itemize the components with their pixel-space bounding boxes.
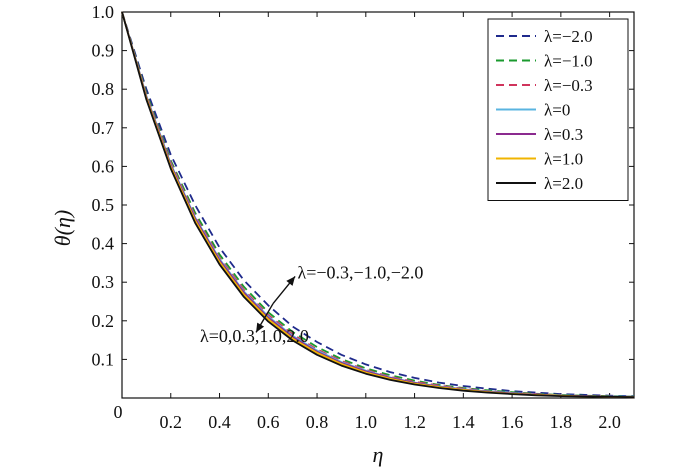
y-tick-label: 0.2 bbox=[92, 311, 115, 331]
x-axis-ticks: 0 0.2 0.4 0.6 0.8 1.0 1.2 1.4 1.6 1.8 2.0 bbox=[114, 12, 621, 432]
x-tick-label: 1.6 bbox=[501, 412, 524, 432]
annotations: λ=−0.3,−1.0,−2.0 λ=0,0.3,1.0,2.0 bbox=[200, 262, 423, 346]
y-tick-label: 0.4 bbox=[92, 234, 115, 254]
x-tick-label: 0.8 bbox=[306, 412, 329, 432]
y-tick-label: 0.9 bbox=[92, 41, 115, 61]
annotation-label: λ=−0.3,−1.0,−2.0 bbox=[298, 262, 424, 282]
legend-label: λ=2.0 bbox=[544, 174, 583, 193]
y-tick-label: 0.3 bbox=[92, 272, 115, 292]
y-tick-label: 0.7 bbox=[92, 118, 115, 138]
x-tick-label: 0.2 bbox=[160, 412, 183, 432]
legend: λ=−2.0 λ=−1.0 λ=−0.3 λ=0 λ=0.3 λ=1.0 λ=2.0 bbox=[487, 18, 629, 201]
arrow-up-head bbox=[286, 276, 296, 286]
x-tick-label: 1.8 bbox=[550, 412, 573, 432]
x-tick-label: 2.0 bbox=[598, 412, 621, 432]
legend-label: λ=−1.0 bbox=[544, 52, 593, 71]
y-tick-label: 0.6 bbox=[92, 156, 115, 176]
series-line bbox=[121, 11, 635, 399]
series-lines bbox=[121, 11, 635, 399]
legend-label: λ=0 bbox=[544, 101, 570, 120]
x-axis-label: η bbox=[373, 442, 384, 467]
y-tick-label: 0.1 bbox=[92, 349, 115, 369]
y-tick-label: 0.5 bbox=[92, 195, 115, 215]
legend-label: λ=−2.0 bbox=[544, 27, 593, 46]
legend-label: λ=0.3 bbox=[544, 125, 583, 144]
x-tick-label: 0.6 bbox=[257, 412, 280, 432]
series-line bbox=[121, 11, 635, 398]
annotation-label: λ=0,0.3,1.0,2.0 bbox=[200, 326, 309, 346]
x-tick-label: 1.2 bbox=[403, 412, 426, 432]
legend-label: λ=1.0 bbox=[544, 150, 583, 169]
x-tick-label: 0.4 bbox=[208, 412, 231, 432]
x-tick-label: 0 bbox=[114, 402, 123, 422]
y-axis-ticks: 0.1 0.2 0.3 0.4 0.5 0.6 0.7 0.8 0.9 1.0 bbox=[92, 2, 634, 369]
y-axis-label: θ(η) bbox=[50, 210, 75, 246]
x-tick-label: 1.0 bbox=[355, 412, 378, 432]
y-tick-label: 0.8 bbox=[92, 79, 115, 99]
legend-label: λ=−0.3 bbox=[544, 76, 593, 95]
series-line bbox=[121, 11, 635, 397]
arrow-down-head bbox=[256, 322, 265, 333]
y-tick-label: 1.0 bbox=[92, 2, 115, 22]
x-tick-label: 1.4 bbox=[452, 412, 475, 432]
